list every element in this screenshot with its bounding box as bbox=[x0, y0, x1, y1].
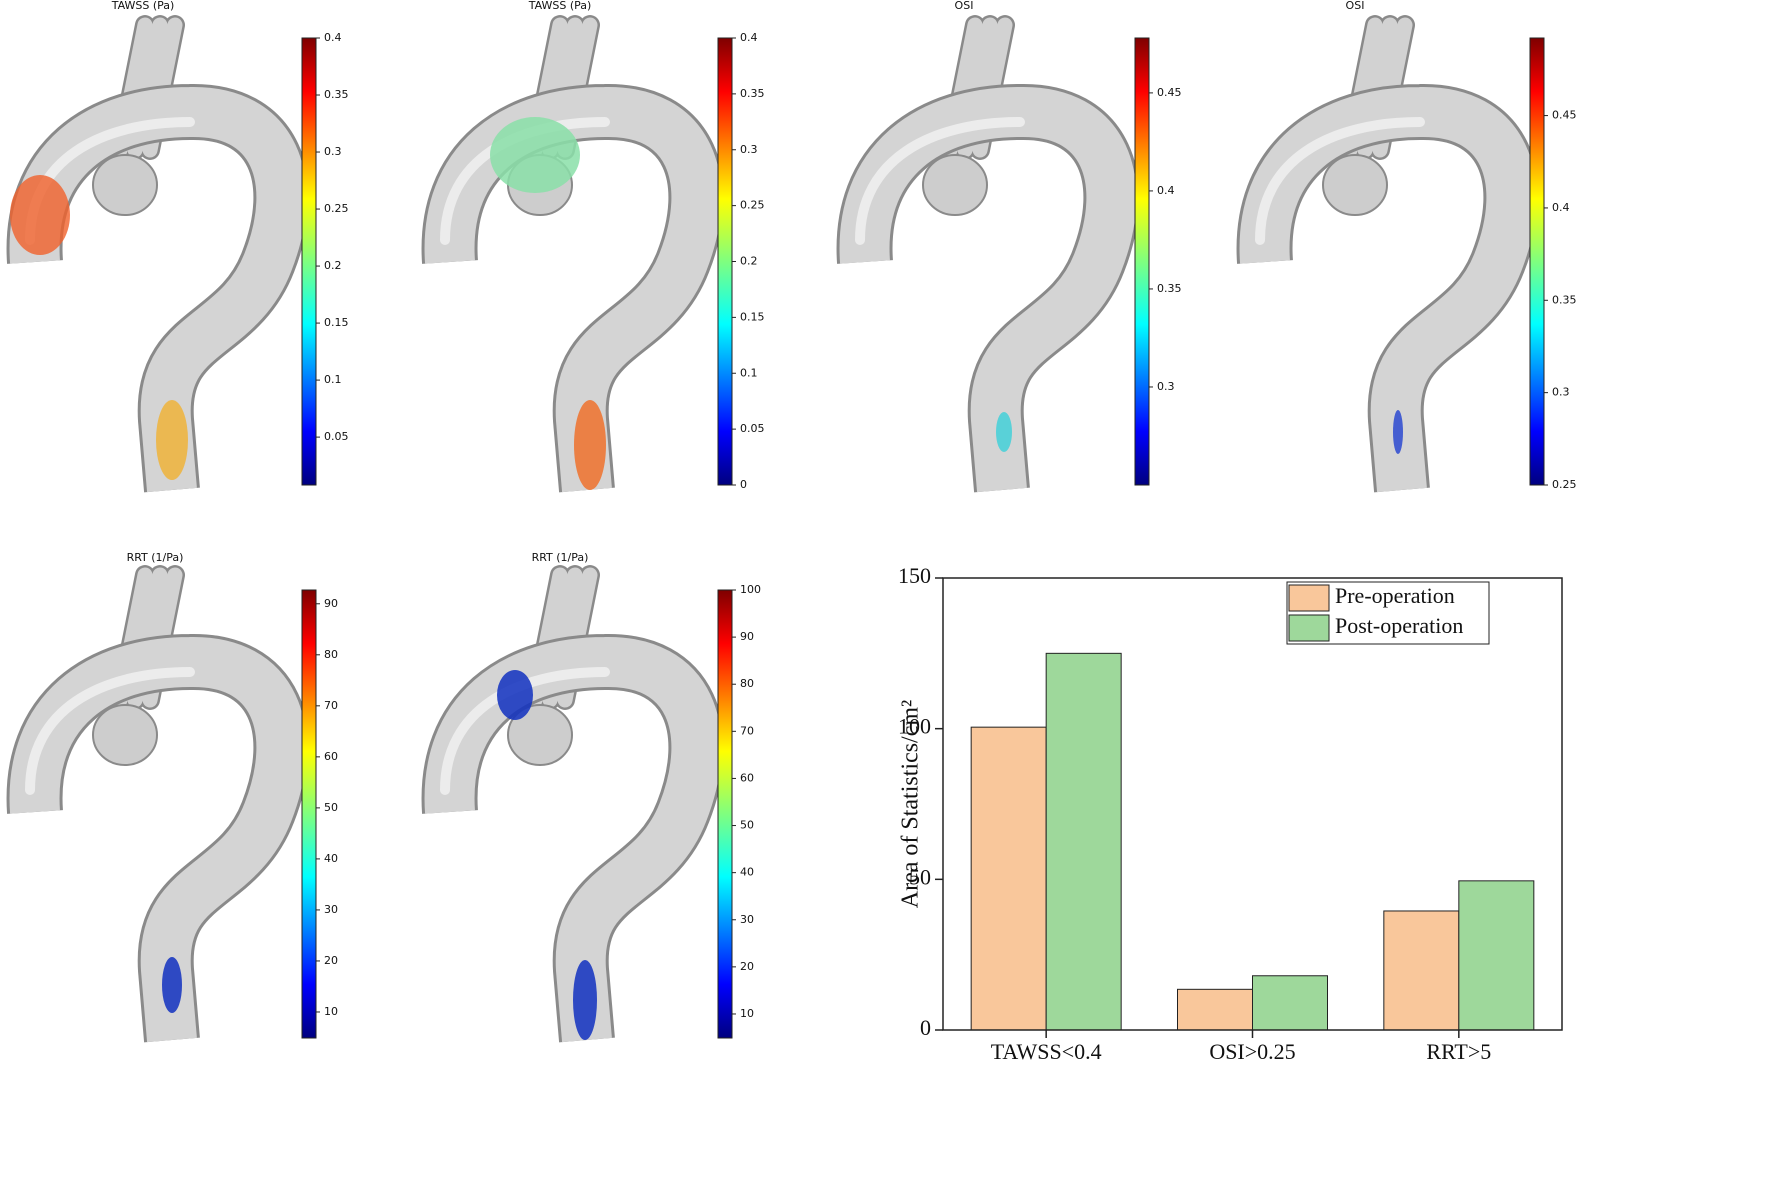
tick-label: 80 bbox=[740, 677, 754, 690]
renders bbox=[10, 25, 1511, 1040]
y-tick-label: 150 bbox=[898, 563, 931, 588]
tick-label: 0.45 bbox=[1552, 109, 1577, 122]
aorta-render bbox=[445, 575, 696, 1040]
tick-label: 0.2 bbox=[324, 259, 342, 272]
tick-label: 0.25 bbox=[324, 202, 349, 215]
tick-label: 0.35 bbox=[740, 87, 765, 100]
hotspot bbox=[10, 175, 70, 255]
tick-label: 0.3 bbox=[1552, 386, 1570, 399]
tick-label: 0.15 bbox=[324, 316, 349, 329]
colorbar bbox=[717, 589, 733, 1039]
x-tick-label: OSI>0.25 bbox=[1209, 1039, 1295, 1064]
tick-label: 10 bbox=[324, 1005, 338, 1018]
tick-label: 0.45 bbox=[1157, 86, 1182, 99]
tick-label: 0.35 bbox=[324, 88, 349, 101]
hotspot bbox=[162, 957, 182, 1013]
tick-label: 50 bbox=[324, 801, 338, 814]
tick-label: 30 bbox=[740, 913, 754, 926]
tick-label: 0.4 bbox=[740, 31, 758, 44]
y-tick-label: 100 bbox=[898, 714, 931, 739]
hotspot bbox=[573, 960, 597, 1040]
tick-label: 0.4 bbox=[324, 31, 342, 44]
tick-label: 0.4 bbox=[1157, 184, 1175, 197]
tick-label: 0.3 bbox=[324, 145, 342, 158]
bar bbox=[1252, 975, 1328, 1031]
aorta-render bbox=[30, 575, 281, 1040]
tick-label: 40 bbox=[740, 866, 754, 879]
legend-swatch bbox=[1288, 584, 1330, 612]
tick-label: 0.05 bbox=[324, 430, 349, 443]
hotspot bbox=[156, 400, 188, 480]
hotspot bbox=[1393, 410, 1403, 454]
panel-title: OSI bbox=[955, 0, 974, 12]
colorbar bbox=[717, 37, 733, 486]
tick-label: 0.3 bbox=[1157, 380, 1175, 393]
y-axis-label: Area of Statistics/cm² bbox=[898, 700, 924, 908]
tick-label: 90 bbox=[324, 597, 338, 610]
y-tick-label: 50 bbox=[909, 864, 931, 889]
tick-label: 0.1 bbox=[740, 366, 758, 379]
panel-title: OSI bbox=[1346, 0, 1365, 12]
tick-label: 0.35 bbox=[1552, 293, 1577, 306]
colorbar bbox=[1134, 37, 1150, 486]
colorbar bbox=[301, 37, 317, 486]
tick-label: 40 bbox=[324, 852, 338, 865]
aorta-render bbox=[445, 25, 696, 490]
bar bbox=[1177, 988, 1253, 1031]
tick-label: 20 bbox=[740, 960, 754, 973]
tick-label: 0.25 bbox=[1552, 478, 1577, 491]
tick-label: 0.1 bbox=[324, 373, 342, 386]
legend-label: Pre-operation bbox=[1335, 583, 1455, 608]
x-tick-label: RRT>5 bbox=[1426, 1039, 1491, 1064]
tick-label: 90 bbox=[740, 630, 754, 643]
tick-label: 60 bbox=[740, 771, 754, 784]
tick-label: 70 bbox=[324, 699, 338, 712]
bar bbox=[970, 726, 1047, 1031]
hotspot bbox=[574, 400, 606, 490]
colorbar bbox=[301, 589, 317, 1039]
tick-label: 30 bbox=[324, 903, 338, 916]
panel-title: TAWSS (Pa) bbox=[111, 0, 175, 12]
tick-label: 20 bbox=[324, 954, 338, 967]
aorta-render bbox=[860, 25, 1111, 490]
legend-label: Post-operation bbox=[1335, 613, 1463, 638]
hotspot bbox=[490, 117, 580, 193]
panel-title: RRT (1/Pa) bbox=[127, 551, 184, 564]
tick-label: 70 bbox=[740, 724, 754, 737]
tick-label: 0.3 bbox=[740, 143, 758, 156]
hotspot bbox=[996, 412, 1012, 452]
tick-label: 0 bbox=[740, 478, 747, 491]
bar bbox=[1383, 910, 1460, 1031]
tick-label: 100 bbox=[740, 583, 761, 596]
colorbar bbox=[1529, 37, 1545, 486]
tick-label: 0.35 bbox=[1157, 282, 1182, 295]
tick-label: 0.2 bbox=[740, 255, 758, 268]
panel-title: RRT (1/Pa) bbox=[532, 551, 589, 564]
hotspot bbox=[497, 670, 533, 720]
bar bbox=[1458, 880, 1535, 1031]
tick-label: 0.05 bbox=[740, 422, 765, 435]
legend-swatch bbox=[1288, 614, 1330, 642]
tick-label: 80 bbox=[324, 648, 338, 661]
tick-label: 0.25 bbox=[740, 199, 765, 212]
tick-label: 10 bbox=[740, 1007, 754, 1020]
aorta-render bbox=[30, 25, 281, 490]
y-tick-label: 0 bbox=[920, 1015, 931, 1040]
panel-title: TAWSS (Pa) bbox=[528, 0, 592, 12]
aorta-render bbox=[1260, 25, 1511, 490]
tick-label: 50 bbox=[740, 819, 754, 832]
x-tick-label: TAWSS<0.4 bbox=[991, 1039, 1102, 1064]
tick-label: 0.15 bbox=[740, 310, 765, 323]
bar bbox=[1045, 652, 1122, 1031]
tick-label: 60 bbox=[324, 750, 338, 763]
tick-label: 0.4 bbox=[1552, 201, 1570, 214]
